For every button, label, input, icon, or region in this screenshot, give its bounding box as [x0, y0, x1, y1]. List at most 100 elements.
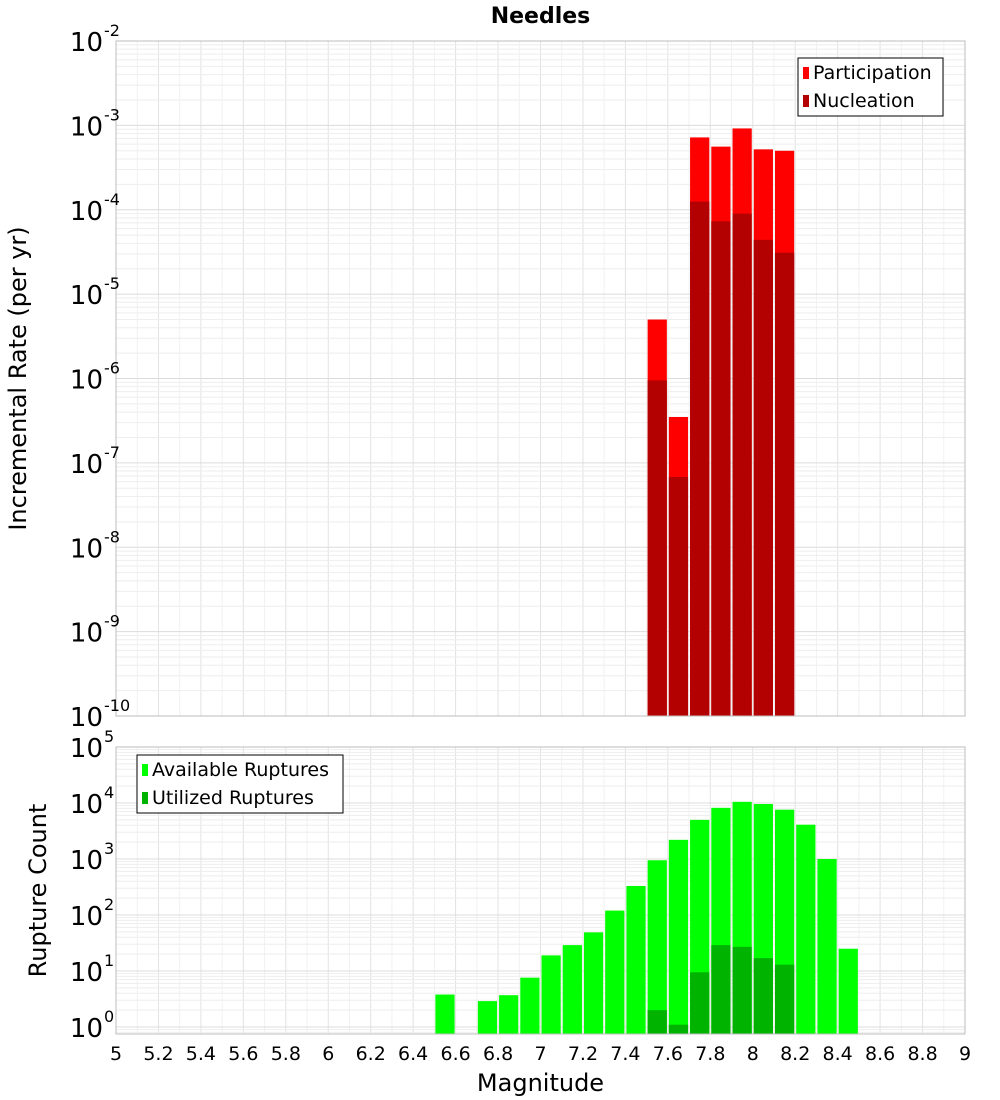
y-tick-label: 10	[70, 366, 103, 396]
x-tick-label: 6.6	[440, 1043, 470, 1065]
x-tick-label: 5.2	[143, 1043, 173, 1065]
y-tick-exponent: -10	[104, 696, 130, 715]
y-tick-exponent: -7	[104, 443, 120, 462]
panel-0: 10-210-310-410-510-610-710-810-910 -10Inc…	[4, 21, 966, 733]
x-tick-label: 5.4	[186, 1043, 216, 1065]
x-axis: 5 5.2 5.4 5.6 5.8 6 6.2 6.4 6.6 6.8 7 7.2 7.4 7.6 7.8 8…	[110, 1043, 971, 1097]
y-tick-exponent: -9	[104, 612, 120, 631]
y-tick-exponent: 1	[104, 951, 114, 970]
legend-label: Participation	[813, 62, 932, 84]
y-tick-exponent: -8	[104, 527, 120, 546]
series-1	[647, 201, 795, 717]
legend-label: Utilized Ruptures	[152, 787, 314, 809]
x-tick-label: 7	[534, 1043, 546, 1065]
bar-primary	[605, 910, 625, 1034]
y-tick-exponent: 4	[104, 783, 114, 802]
y-tick-exponent: -3	[104, 105, 120, 124]
x-tick-label: 6	[322, 1043, 334, 1065]
bar-secondary	[690, 972, 710, 1034]
x-tick-label: 5.8	[271, 1043, 301, 1065]
series-1	[647, 945, 795, 1034]
bar-primary	[583, 932, 604, 1034]
x-tick-label: 9	[959, 1043, 971, 1065]
x-tick-label: 8.2	[780, 1043, 810, 1065]
legend: Participation Nucleation	[797, 57, 944, 117]
bar-secondary	[753, 958, 773, 1034]
bar-primary	[435, 994, 455, 1034]
y-tick-label: 10	[70, 450, 103, 480]
y-tick-exponent: 3	[104, 839, 114, 858]
x-tick-label: 7.6	[653, 1043, 683, 1065]
x-tick-label: 8	[747, 1043, 759, 1065]
x-tick-label: 6.4	[398, 1043, 428, 1065]
bar-secondary	[732, 213, 752, 717]
plot-frame	[115, 746, 966, 1035]
bar-primary	[477, 1001, 498, 1034]
legend-label: Available Ruptures	[152, 759, 329, 781]
chart-title: Needles	[491, 4, 591, 29]
bar-primary	[838, 948, 858, 1034]
bar-primary	[647, 860, 667, 1034]
bar-secondary	[647, 1010, 667, 1034]
x-tick-label: 5.6	[228, 1043, 258, 1065]
y-tick-exponent: 0	[104, 1007, 114, 1026]
y-axis-label: Rupture Count	[24, 804, 52, 978]
x-tick-label: 6.2	[356, 1043, 386, 1065]
x-tick-label: 8.8	[907, 1043, 937, 1065]
y-tick-label: 10	[70, 703, 103, 733]
x-tick-label: 5	[110, 1043, 122, 1065]
y-tick-exponent: 5	[104, 727, 114, 746]
x-tick-label: 8.6	[865, 1043, 895, 1065]
x-tick-label: 7.2	[568, 1043, 598, 1065]
legend-swatch	[803, 67, 809, 79]
y-tick-exponent: -5	[104, 274, 120, 293]
bar-secondary	[753, 239, 773, 716]
y-tick-label: 10	[70, 958, 103, 988]
legend-swatch	[142, 764, 148, 776]
bar-secondary	[690, 201, 710, 716]
y-tick-label: 10	[70, 734, 103, 764]
bar-secondary	[711, 221, 731, 716]
bar-secondary	[774, 964, 795, 1034]
y-tick-label: 10	[70, 790, 103, 820]
y-tick-label: 10	[70, 902, 103, 932]
grid	[115, 40, 966, 717]
bar-primary	[541, 955, 561, 1034]
bar-secondary	[668, 1024, 689, 1034]
bar-primary	[499, 995, 519, 1034]
legend-swatch	[142, 792, 148, 804]
bar-primary	[668, 839, 689, 1034]
plot-frame	[115, 40, 966, 717]
y-tick-label: 10	[70, 197, 103, 227]
y-tick-exponent: 2	[104, 895, 114, 914]
bar-primary	[817, 859, 837, 1034]
legend-label: Nucleation	[813, 90, 915, 112]
y-tick-label: 10	[70, 1014, 103, 1044]
legend-box	[797, 57, 944, 117]
x-tick-label: 6.8	[483, 1043, 513, 1065]
y-tick-label: 10	[70, 619, 103, 649]
x-axis-label: Magnitude	[477, 1069, 604, 1097]
legend: Available Ruptures Utilized Ruptures	[136, 754, 344, 814]
y-tick-exponent: -2	[104, 21, 120, 40]
bar-secondary	[774, 252, 795, 716]
x-tick-label: 7.8	[695, 1043, 725, 1065]
bar-primary	[626, 885, 646, 1034]
legend-box	[136, 754, 344, 814]
y-axis-label: Incremental Rate (per yr)	[4, 226, 32, 530]
bar-secondary	[668, 477, 689, 716]
y-tick-label: 10	[70, 281, 103, 311]
x-tick-label: 7.4	[610, 1043, 640, 1065]
x-tick-label: 8.4	[823, 1043, 853, 1065]
y-tick-label: 10	[70, 846, 103, 876]
y-tick-label: 10	[70, 112, 103, 142]
y-tick-exponent: -4	[104, 190, 120, 209]
bar-primary	[520, 977, 540, 1034]
bar-secondary	[732, 946, 752, 1034]
bar-secondary	[647, 380, 667, 716]
y-tick-exponent: -6	[104, 359, 120, 378]
bar-primary	[796, 824, 816, 1034]
bar-secondary	[711, 945, 731, 1034]
